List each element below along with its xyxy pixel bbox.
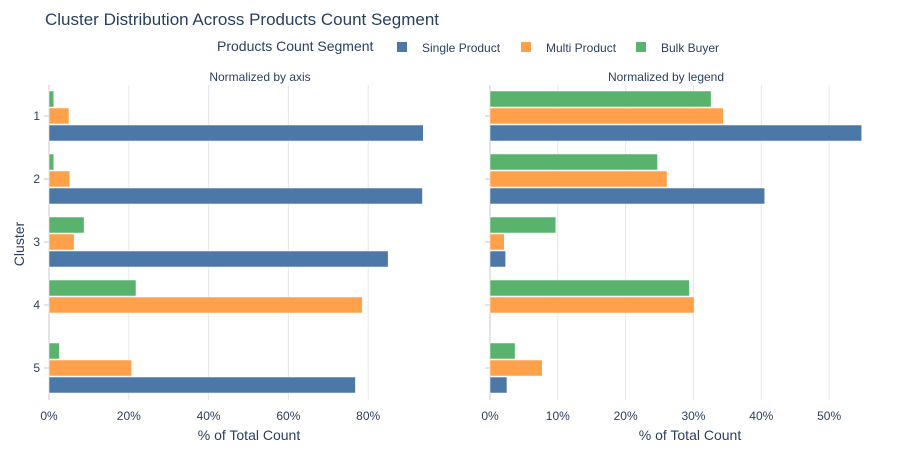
y-tick-label: 3 — [33, 235, 40, 249]
bar-multi-product-cluster-3[interactable] — [48, 233, 75, 251]
x-tick-label: 40% — [749, 409, 773, 423]
bar-multi-product-cluster-5[interactable] — [489, 359, 543, 377]
x-tick-label: 80% — [356, 409, 380, 423]
bar-single-product-cluster-5[interactable] — [489, 376, 508, 394]
legend-swatch-multi-product — [521, 42, 531, 52]
bar-single-product-cluster-2[interactable] — [48, 187, 423, 205]
bar-bulk-buyer-cluster-4[interactable] — [48, 279, 137, 297]
bar-bulk-buyer-cluster-5[interactable] — [48, 342, 60, 360]
bar-bulk-buyer-cluster-1[interactable] — [48, 90, 55, 108]
y-tick-label: 1 — [33, 109, 40, 123]
y-axis-title: Cluster — [11, 221, 27, 266]
bar-multi-product-cluster-2[interactable] — [48, 170, 70, 188]
panel-1-subtitle: Normalized by axis — [209, 70, 310, 84]
panel-normalized-by-axis: 0% 20% 40% 60% 80% 1 2 3 4 5 — [33, 85, 424, 423]
bar-single-product-cluster-1[interactable] — [489, 124, 862, 142]
legend-item-multi-product[interactable]: Multi Product — [521, 41, 617, 55]
x-tick-label: 60% — [276, 409, 300, 423]
bar-bulk-buyer-cluster-3[interactable] — [48, 216, 85, 234]
x-tick-label: 50% — [817, 409, 841, 423]
bar-bulk-buyer-cluster-4[interactable] — [489, 279, 690, 297]
y-tick-label: 2 — [33, 172, 40, 186]
x-tick-label: 40% — [197, 409, 221, 423]
panel-2-subtitle: Normalized by legend — [608, 70, 724, 84]
x-tick-label: 0% — [40, 409, 58, 423]
x-tick-label: 0% — [481, 409, 499, 423]
bar-multi-product-cluster-1[interactable] — [48, 107, 70, 125]
bar-single-product-cluster-2[interactable] — [489, 187, 765, 205]
bar-multi-product-cluster-5[interactable] — [48, 359, 132, 377]
bar-bulk-buyer-cluster-3[interactable] — [489, 216, 557, 234]
x-tick-label: 10% — [546, 409, 570, 423]
bar-multi-product-cluster-1[interactable] — [489, 107, 724, 125]
bar-bulk-buyer-cluster-2[interactable] — [489, 153, 658, 171]
panel-2-x-axis-title: % of Total Count — [639, 427, 742, 443]
bar-bulk-buyer-cluster-5[interactable] — [489, 342, 516, 360]
legend-item-single-product[interactable]: Single Product — [397, 41, 501, 55]
legend-item-bulk-buyer[interactable]: Bulk Buyer — [636, 41, 719, 55]
legend-title: Products Count Segment — [217, 38, 374, 54]
bar-single-product-cluster-5[interactable] — [48, 376, 356, 394]
bar-single-product-cluster-3[interactable] — [48, 250, 389, 268]
legend-label-multi-product: Multi Product — [546, 41, 617, 55]
legend: Products Count Segment Single Product Mu… — [217, 38, 719, 55]
panel-normalized-by-legend: 0% 10% 20% 30% 40% 50% — [481, 85, 862, 423]
legend-swatch-single-product — [397, 42, 407, 52]
bar-single-product-cluster-3[interactable] — [489, 250, 506, 268]
bar-multi-product-cluster-4[interactable] — [489, 296, 695, 314]
x-tick-label: 20% — [117, 409, 141, 423]
bar-multi-product-cluster-4[interactable] — [48, 296, 363, 314]
bar-bulk-buyer-cluster-1[interactable] — [489, 90, 712, 108]
x-tick-label: 30% — [681, 409, 705, 423]
legend-label-bulk-buyer: Bulk Buyer — [661, 41, 719, 55]
y-tick-label: 5 — [33, 361, 40, 375]
legend-swatch-bulk-buyer — [636, 42, 646, 52]
bar-multi-product-cluster-3[interactable] — [489, 233, 505, 251]
y-tick-label: 4 — [33, 298, 40, 312]
bar-single-product-cluster-1[interactable] — [48, 124, 424, 142]
bar-bulk-buyer-cluster-2[interactable] — [48, 153, 55, 171]
x-tick-label: 20% — [614, 409, 638, 423]
chart-title: Cluster Distribution Across Products Cou… — [45, 10, 439, 29]
bar-multi-product-cluster-2[interactable] — [489, 170, 668, 188]
legend-label-single-product: Single Product — [422, 41, 501, 55]
panel-1-x-axis-title: % of Total Count — [198, 427, 301, 443]
